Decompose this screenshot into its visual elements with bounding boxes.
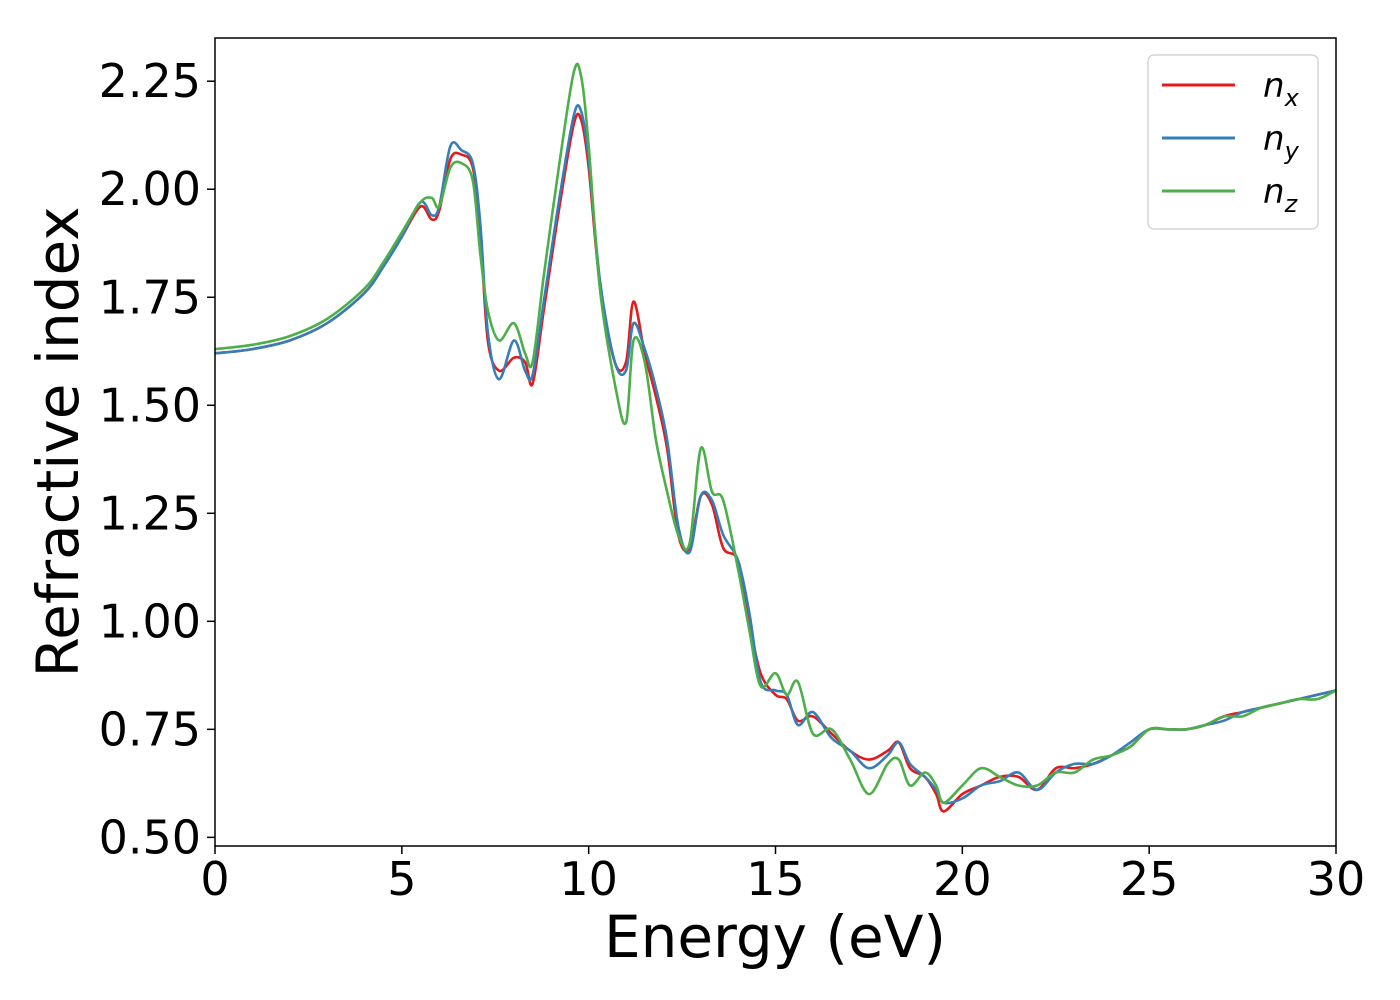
y-tick-label: 2.25 (99, 54, 201, 108)
y-tick-label: 1.75 (99, 270, 201, 324)
y-tick-label: 1.00 (99, 594, 201, 648)
y-tick-label: 1.25 (99, 486, 201, 540)
y-tick-label: 0.50 (99, 810, 201, 864)
x-tick-label: 20 (933, 852, 992, 906)
x-tick-label: 15 (746, 852, 805, 906)
x-tick-label: 30 (1307, 852, 1366, 906)
legend-label-nx: nx (1263, 66, 1300, 112)
x-axis-title: Energy (eV) (604, 903, 946, 971)
legend-label-ny: ny (1263, 119, 1300, 165)
x-tick-label: 0 (200, 852, 229, 906)
x-tick-label: 10 (559, 852, 618, 906)
series-layer (214, 62, 1337, 813)
x-tick-label: 25 (1120, 852, 1179, 906)
y-tick-label: 2.00 (99, 162, 201, 216)
series-line-ny (214, 103, 1337, 805)
y-axis-ticks: 0.50 0.75 1.00 1.25 1.50 1.75 2.00 2.25 (99, 54, 215, 864)
y-axis-title: Refractive index (24, 206, 92, 677)
y-tick-label: 0.75 (99, 702, 201, 756)
legend-label-nz: nz (1263, 172, 1299, 218)
x-axis-ticks: 0 5 10 15 20 25 30 (200, 846, 1365, 906)
legend: nx ny nz (1147, 54, 1319, 230)
x-tick-label: 5 (387, 852, 416, 906)
legend-box (1147, 54, 1319, 230)
y-tick-label: 1.50 (99, 378, 201, 432)
series-line-nz (214, 62, 1337, 805)
